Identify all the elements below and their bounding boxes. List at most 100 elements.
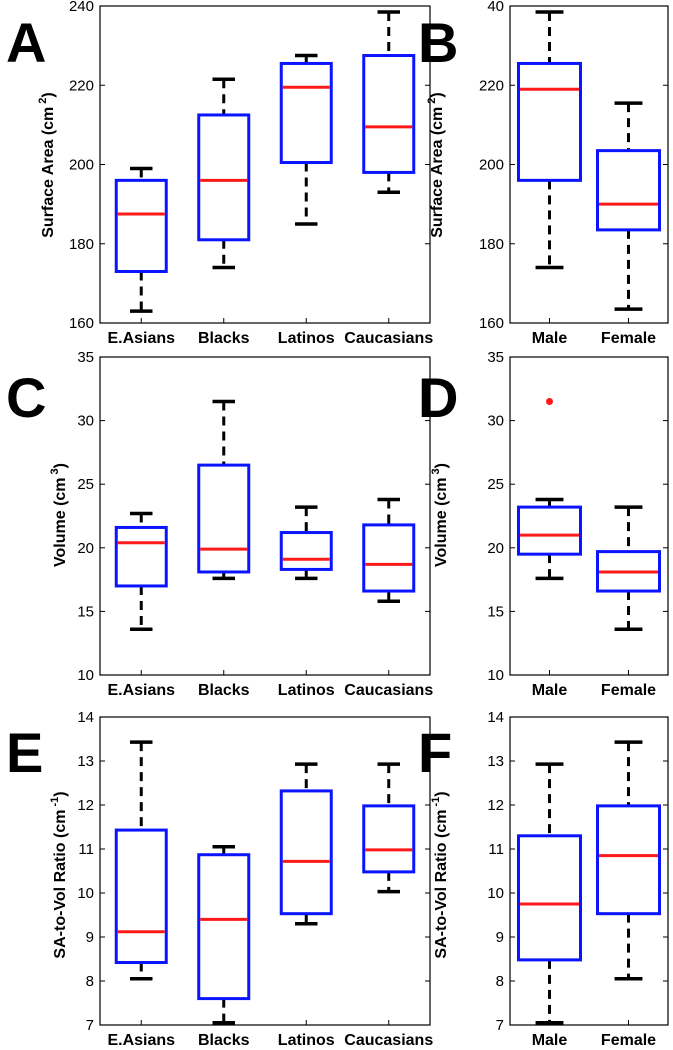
- axes-frame-b: [509, 5, 669, 324]
- y-tick-label-b: 160: [479, 315, 504, 332]
- y-tick-label-d: 10: [487, 667, 504, 684]
- y-axis-label-d: Volume (cm3): [430, 463, 450, 567]
- axes-frame-a: [99, 5, 431, 324]
- category-label-c: Blacks: [198, 682, 250, 699]
- y-tick-label-c: 30: [77, 413, 94, 430]
- y-tick-label-b: 40: [487, 0, 504, 15]
- panel-letter-d: D: [418, 366, 458, 429]
- y-tick-label-a: 160: [69, 315, 94, 332]
- category-label-e: E.Asians: [107, 1032, 175, 1049]
- y-tick-label-b: 180: [479, 236, 504, 253]
- y-tick-label-e: 12: [77, 797, 94, 814]
- category-label-d: Male: [532, 682, 568, 699]
- panel-e: E SA-to-Vol Ratio (cm-1) 7 8 9 10 11 12 13 14 E.…: [6, 709, 433, 1049]
- panel-letter-c: C: [6, 366, 46, 429]
- panel-f: F SA-to-Vol Ratio (cm-1) 7 8 9 10 11 12 13 14 Ma…: [418, 709, 669, 1049]
- iqr-box: [279, 531, 333, 571]
- y-tick-label-a: 180: [69, 236, 94, 253]
- category-label-b: Male: [532, 330, 568, 347]
- panel-b: B Surface Area (cm2) 160 180 200 220 40 Male F…: [418, 0, 669, 347]
- y-axis-label-a: Surface Area (cm2): [37, 92, 57, 237]
- category-label-c: E.Asians: [107, 682, 175, 699]
- y-tick-label-f: 14: [487, 709, 504, 726]
- panel-d: D Volume (cm3) 10 15 20 25 30 35 Male Female: [418, 349, 669, 699]
- panel-letter-e: E: [6, 721, 43, 784]
- axes-frame-c: [99, 356, 431, 676]
- iqr-box: [517, 834, 582, 962]
- category-label-c: Caucasians: [344, 682, 433, 699]
- y-tick-label-a: 240: [69, 0, 94, 15]
- panel-letter-b: B: [418, 11, 458, 74]
- y-tick-label-b: 200: [479, 157, 504, 174]
- panel-letter-f: F: [418, 721, 452, 784]
- y-tick-label-e: 11: [78, 841, 94, 858]
- category-label-e: Blacks: [198, 1032, 250, 1049]
- panel-letter-a: A: [6, 11, 46, 74]
- y-axis-label-f: SA-to-Vol Ratio (cm-1): [430, 791, 450, 958]
- iqr-box: [279, 61, 333, 165]
- iqr-box: [362, 523, 416, 593]
- category-label-f: Male: [532, 1032, 568, 1049]
- outlier-point: [546, 398, 553, 406]
- y-tick-label-d: 20: [487, 540, 504, 557]
- y-axis-label-b: Surface Area (cm2): [426, 92, 446, 237]
- y-tick-label-c: 35: [77, 349, 94, 366]
- iqr-box: [596, 550, 661, 593]
- y-tick-label-e: 10: [77, 885, 94, 902]
- y-tick-label-c: 20: [77, 540, 94, 557]
- iqr-box: [517, 505, 582, 556]
- category-label-a: Blacks: [198, 330, 250, 347]
- y-tick-label-c: 10: [77, 667, 94, 684]
- iqr-box: [114, 525, 168, 588]
- y-tick-label-a: 200: [69, 157, 94, 174]
- iqr-box: [114, 178, 168, 273]
- y-tick-label-f: 13: [487, 753, 504, 770]
- y-tick-label-e: 8: [86, 973, 94, 990]
- y-axis-label-c: Volume (cm3): [49, 463, 69, 567]
- iqr-box: [596, 804, 661, 916]
- y-tick-label-d: 35: [487, 349, 504, 366]
- y-tick-label-d: 15: [487, 603, 504, 620]
- y-tick-label-c: 25: [77, 476, 94, 493]
- axes-frame-e: [99, 716, 431, 1026]
- y-tick-label-d: 30: [487, 413, 504, 430]
- y-tick-label-f: 11: [488, 841, 504, 858]
- y-tick-label-c: 15: [77, 603, 94, 620]
- iqr-box: [362, 804, 416, 874]
- iqr-box: [279, 789, 333, 916]
- iqr-box: [197, 463, 251, 574]
- category-label-d: Female: [601, 682, 656, 699]
- category-label-a: Latinos: [278, 330, 335, 347]
- category-label-a: E.Asians: [107, 330, 175, 347]
- iqr-box: [197, 113, 251, 242]
- y-tick-label-f: 9: [496, 929, 504, 946]
- y-tick-label-a: 220: [69, 77, 94, 94]
- category-label-c: Latinos: [278, 682, 335, 699]
- iqr-box: [114, 828, 168, 965]
- y-tick-label-f: 8: [496, 973, 504, 990]
- iqr-box: [596, 149, 661, 232]
- axes-frame-f: [509, 716, 669, 1026]
- category-label-e: Caucasians: [344, 1032, 433, 1049]
- iqr-box: [197, 853, 251, 1001]
- axes-frame-d: [509, 356, 669, 676]
- iqr-box: [362, 54, 416, 174]
- category-label-a: Caucasians: [344, 330, 433, 347]
- y-tick-label-f: 7: [496, 1017, 504, 1034]
- y-tick-label-e: 7: [86, 1017, 94, 1034]
- y-tick-label-d: 25: [487, 476, 504, 493]
- iqr-box: [517, 61, 582, 182]
- category-label-b: Female: [601, 330, 656, 347]
- y-tick-label-e: 13: [77, 753, 94, 770]
- y-tick-label-e: 9: [86, 929, 94, 946]
- y-tick-label-e: 14: [77, 709, 94, 726]
- panel-c: C Volume (cm3) 10 15 20 25 30 35 E.Asians Black…: [6, 349, 433, 699]
- category-label-e: Latinos: [278, 1032, 335, 1049]
- category-label-f: Female: [601, 1032, 656, 1049]
- y-tick-label-f: 12: [487, 797, 504, 814]
- y-axis-label-e: SA-to-Vol Ratio (cm-1): [49, 791, 69, 958]
- y-tick-label-b: 220: [479, 77, 504, 94]
- y-tick-label-f: 10: [487, 885, 504, 902]
- panel-a: A Surface Area (cm2) 160 180 200 220 240 E.As…: [6, 0, 433, 347]
